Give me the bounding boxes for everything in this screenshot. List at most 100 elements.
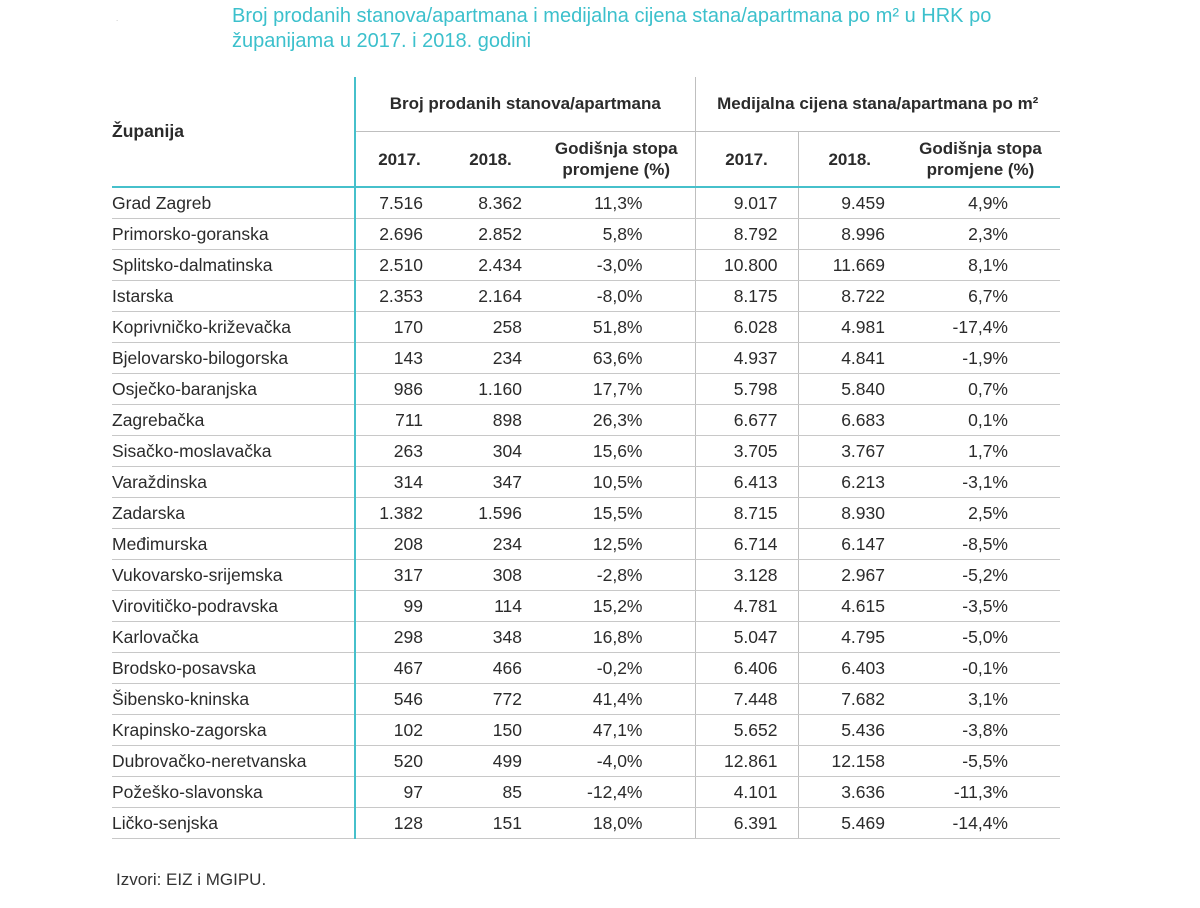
sold-rate-cell: 11,3% xyxy=(538,187,696,219)
county-column-header: Županija xyxy=(112,77,356,188)
price-2017-cell: 3.705 xyxy=(695,435,799,467)
sold-2017-cell: 128 xyxy=(355,807,443,839)
price-2017-cell: 9.017 xyxy=(695,187,799,219)
sold-2017-cell: 2.696 xyxy=(355,218,443,250)
sold-2018-cell: 234 xyxy=(443,342,538,374)
sold-2017-cell: 2.510 xyxy=(355,249,443,281)
sold-2017-cell: 986 xyxy=(355,373,443,405)
page-title: Broj prodanih stanova/apartmana i medija… xyxy=(232,5,992,52)
sold-rate-cell: 26,3% xyxy=(538,404,696,436)
price-2017-header: 2017. xyxy=(695,131,799,188)
sold-2018-cell: 499 xyxy=(443,745,538,777)
sold-2018-cell: 348 xyxy=(443,621,538,653)
sold-group-header: Broj prodanih stanova/apartmana xyxy=(355,77,696,132)
price-2018-cell: 8.930 xyxy=(798,497,901,529)
price-rate-cell: 8,1% xyxy=(901,249,1060,281)
county-table: Županija Broj prodanih stanova/apartmana… xyxy=(112,77,1060,839)
sold-2017-cell: 208 xyxy=(355,528,443,560)
county-cell: Krapinsko-zagorska xyxy=(112,714,356,746)
price-2018-cell: 6.213 xyxy=(798,466,901,498)
price-2017-cell: 6.714 xyxy=(695,528,799,560)
table-body: Grad Zagreb 7.516 8.362 11,3% 9.017 9.459 4,9%… xyxy=(112,187,1060,839)
table-row: Ličko-senjska 128 151 18,0% 6.391 5.469 -14,4% xyxy=(112,807,1060,839)
price-2018-header: 2018. xyxy=(798,131,901,188)
price-2018-cell: 4.615 xyxy=(798,590,901,622)
source-note: Izvori: EIZ i MGIPU. xyxy=(116,870,267,889)
county-cell: Koprivničko-križevačka xyxy=(112,311,356,343)
county-cell: Grad Zagreb xyxy=(112,187,356,219)
price-rate-cell: -5,0% xyxy=(901,621,1060,653)
price-2017-cell: 8.715 xyxy=(695,497,799,529)
table-row: Zagrebačka 711 898 26,3% 6.677 6.683 0,1% xyxy=(112,404,1060,436)
price-2017-cell: 10.800 xyxy=(695,249,799,281)
price-2017-cell: 4.781 xyxy=(695,590,799,622)
price-2017-cell: 12.861 xyxy=(695,745,799,777)
sold-2017-cell: 7.516 xyxy=(355,187,443,219)
sold-rate-cell: -3,0% xyxy=(538,249,696,281)
sold-2018-cell: 258 xyxy=(443,311,538,343)
sold-2017-cell: 2.353 xyxy=(355,280,443,312)
price-rate-cell: -14,4% xyxy=(901,807,1060,839)
price-rate-cell: -1,9% xyxy=(901,342,1060,374)
price-2017-cell: 6.391 xyxy=(695,807,799,839)
price-2017-cell: 5.652 xyxy=(695,714,799,746)
corner-dot: . xyxy=(116,14,119,23)
sold-2017-header: 2017. xyxy=(355,131,443,188)
price-2018-cell: 4.841 xyxy=(798,342,901,374)
table-row: Koprivničko-križevačka 170 258 51,8% 6.028 4.… xyxy=(112,311,1060,343)
price-rate-cell: -8,5% xyxy=(901,528,1060,560)
sold-2018-cell: 308 xyxy=(443,559,538,591)
county-cell: Bjelovarsko-bilogorska xyxy=(112,342,356,374)
sold-2018-cell: 150 xyxy=(443,714,538,746)
table-row: Varaždinska 314 347 10,5% 6.413 6.213 -3,1% xyxy=(112,466,1060,498)
price-2018-cell: 4.981 xyxy=(798,311,901,343)
county-cell: Sisačko-moslavačka xyxy=(112,435,356,467)
price-rate-cell: 0,7% xyxy=(901,373,1060,405)
sold-2017-cell: 143 xyxy=(355,342,443,374)
sold-rate-cell: 12,5% xyxy=(538,528,696,560)
price-rate-cell: -3,8% xyxy=(901,714,1060,746)
price-rate-cell: 3,1% xyxy=(901,683,1060,715)
sold-rate-cell: 15,5% xyxy=(538,497,696,529)
sold-rate-cell: -8,0% xyxy=(538,280,696,312)
price-2018-cell: 9.459 xyxy=(798,187,901,219)
price-2018-cell: 8.996 xyxy=(798,218,901,250)
sold-rate-cell: 15,6% xyxy=(538,435,696,467)
county-cell: Karlovačka xyxy=(112,621,356,653)
price-2017-cell: 8.792 xyxy=(695,218,799,250)
sold-2018-cell: 151 xyxy=(443,807,538,839)
table-row: Krapinsko-zagorska 102 150 47,1% 5.652 5.436-… xyxy=(112,714,1060,746)
price-rate-cell: 1,7% xyxy=(901,435,1060,467)
county-cell: Međimurska xyxy=(112,528,356,560)
price-2017-cell: 6.677 xyxy=(695,404,799,436)
county-cell: Vukovarsko-srijemska xyxy=(112,559,356,591)
county-cell: Splitsko-dalmatinska xyxy=(112,249,356,281)
county-cell: Primorsko-goranska xyxy=(112,218,356,250)
table-row: Požeško-slavonska 97 85 -12,4% 4.101 3.636 -11… xyxy=(112,776,1060,808)
sold-2017-cell: 314 xyxy=(355,466,443,498)
table-row: Brodsko-posavska 467 466 -0,2% 6.406 6.403 -0,… xyxy=(112,652,1060,684)
price-2017-cell: 6.413 xyxy=(695,466,799,498)
table-row: Vukovarsko-srijemska 317 308 -2,8% 3.128 2.96… xyxy=(112,559,1060,591)
price-rate-cell: 4,9% xyxy=(901,187,1060,219)
sold-2017-cell: 170 xyxy=(355,311,443,343)
table-row: Osječko-baranjska 986 1.160 17,7% 5.798 5.840… xyxy=(112,373,1060,405)
sold-rate-cell: 18,0% xyxy=(538,807,696,839)
sold-2017-cell: 1.382 xyxy=(355,497,443,529)
sold-2018-cell: 234 xyxy=(443,528,538,560)
sold-rate-cell: -12,4% xyxy=(538,776,696,808)
sold-2018-cell: 466 xyxy=(443,652,538,684)
table-row: Dubrovačko-neretvanska 520 499 -4,0% 12.861 1… xyxy=(112,745,1060,777)
header-row-sub: 2017. 2018. Godišnja stopa promjene (%) … xyxy=(112,131,1060,188)
price-rate-cell: -5,2% xyxy=(901,559,1060,591)
price-2017-cell: 6.028 xyxy=(695,311,799,343)
price-2018-cell: 3.636 xyxy=(798,776,901,808)
sold-2018-cell: 1.596 xyxy=(443,497,538,529)
price-2018-cell: 8.722 xyxy=(798,280,901,312)
price-2017-cell: 5.047 xyxy=(695,621,799,653)
sold-2018-cell: 1.160 xyxy=(443,373,538,405)
sold-rate-cell: 47,1% xyxy=(538,714,696,746)
table-row: Bjelovarsko-bilogorska 143 234 63,6% 4.937 4.… xyxy=(112,342,1060,374)
sold-2018-cell: 347 xyxy=(443,466,538,498)
sold-rate-cell: 10,5% xyxy=(538,466,696,498)
